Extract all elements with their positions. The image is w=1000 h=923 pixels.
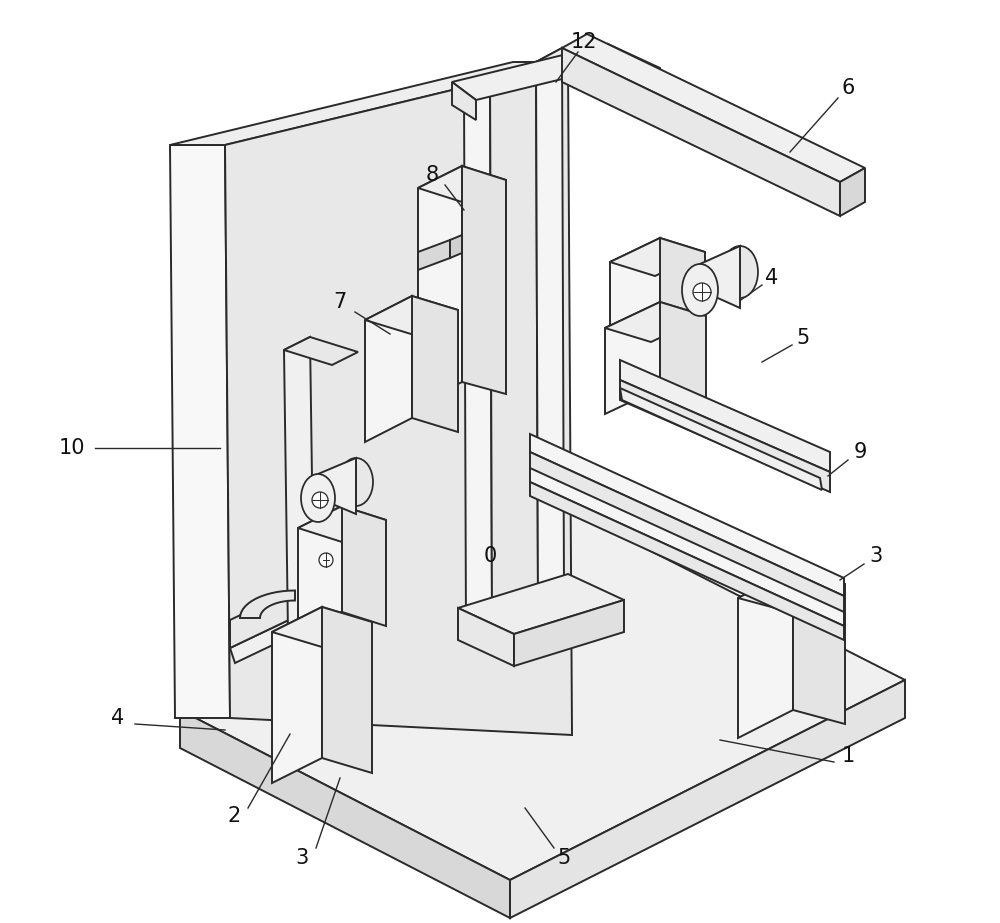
Polygon shape — [490, 62, 538, 618]
Text: 12: 12 — [571, 32, 597, 52]
Polygon shape — [620, 380, 830, 492]
Polygon shape — [418, 240, 450, 270]
Text: 10: 10 — [59, 438, 85, 458]
Polygon shape — [605, 302, 706, 342]
Polygon shape — [738, 570, 845, 612]
Polygon shape — [840, 168, 865, 216]
Text: 5: 5 — [557, 848, 571, 868]
Polygon shape — [452, 44, 632, 100]
Circle shape — [693, 283, 711, 301]
Text: 4: 4 — [111, 708, 125, 728]
Polygon shape — [608, 44, 660, 95]
Polygon shape — [793, 570, 845, 724]
Polygon shape — [660, 302, 706, 402]
Polygon shape — [530, 468, 844, 626]
Ellipse shape — [682, 264, 718, 316]
Polygon shape — [514, 600, 624, 666]
Text: 7: 7 — [333, 292, 347, 312]
Polygon shape — [240, 591, 295, 618]
Polygon shape — [620, 388, 822, 490]
Polygon shape — [452, 82, 476, 120]
Polygon shape — [464, 75, 492, 631]
Polygon shape — [284, 337, 314, 633]
Polygon shape — [610, 238, 705, 276]
Polygon shape — [462, 166, 506, 394]
Polygon shape — [272, 607, 322, 783]
Polygon shape — [318, 458, 356, 514]
Polygon shape — [530, 434, 844, 596]
Polygon shape — [230, 589, 295, 648]
Circle shape — [312, 492, 328, 508]
Polygon shape — [365, 296, 412, 442]
Polygon shape — [464, 62, 536, 88]
Polygon shape — [225, 62, 572, 735]
Polygon shape — [530, 452, 844, 614]
Polygon shape — [272, 607, 372, 647]
Text: 2: 2 — [227, 806, 241, 826]
Ellipse shape — [301, 474, 335, 522]
Polygon shape — [170, 145, 230, 718]
Text: 6: 6 — [841, 78, 855, 98]
Text: 3: 3 — [869, 546, 883, 566]
Text: 8: 8 — [425, 165, 439, 185]
Polygon shape — [458, 608, 514, 666]
Polygon shape — [342, 506, 386, 626]
Text: 0: 0 — [483, 546, 497, 566]
Text: 3: 3 — [295, 848, 309, 868]
Polygon shape — [418, 166, 506, 202]
Polygon shape — [298, 506, 386, 542]
Polygon shape — [284, 337, 358, 365]
Polygon shape — [562, 48, 840, 216]
Polygon shape — [230, 617, 300, 663]
Polygon shape — [536, 48, 608, 82]
Polygon shape — [322, 607, 372, 773]
Polygon shape — [620, 360, 830, 472]
Text: 5: 5 — [796, 328, 810, 348]
Polygon shape — [700, 246, 740, 308]
Polygon shape — [510, 680, 905, 918]
Circle shape — [319, 553, 333, 567]
Polygon shape — [530, 482, 844, 640]
Polygon shape — [365, 296, 458, 334]
Polygon shape — [418, 166, 462, 404]
Text: 1: 1 — [841, 746, 855, 766]
Polygon shape — [180, 510, 905, 880]
Text: 9: 9 — [853, 442, 867, 462]
Polygon shape — [170, 62, 568, 145]
Polygon shape — [605, 302, 660, 414]
Polygon shape — [536, 48, 564, 605]
Ellipse shape — [722, 246, 758, 298]
Polygon shape — [412, 296, 458, 432]
Polygon shape — [610, 238, 660, 350]
Polygon shape — [450, 235, 462, 258]
Text: 4: 4 — [765, 268, 779, 288]
Ellipse shape — [339, 458, 373, 506]
Polygon shape — [298, 506, 342, 634]
Polygon shape — [660, 238, 705, 340]
Polygon shape — [562, 34, 865, 182]
Polygon shape — [738, 570, 793, 738]
Polygon shape — [458, 574, 624, 634]
Polygon shape — [180, 710, 510, 918]
